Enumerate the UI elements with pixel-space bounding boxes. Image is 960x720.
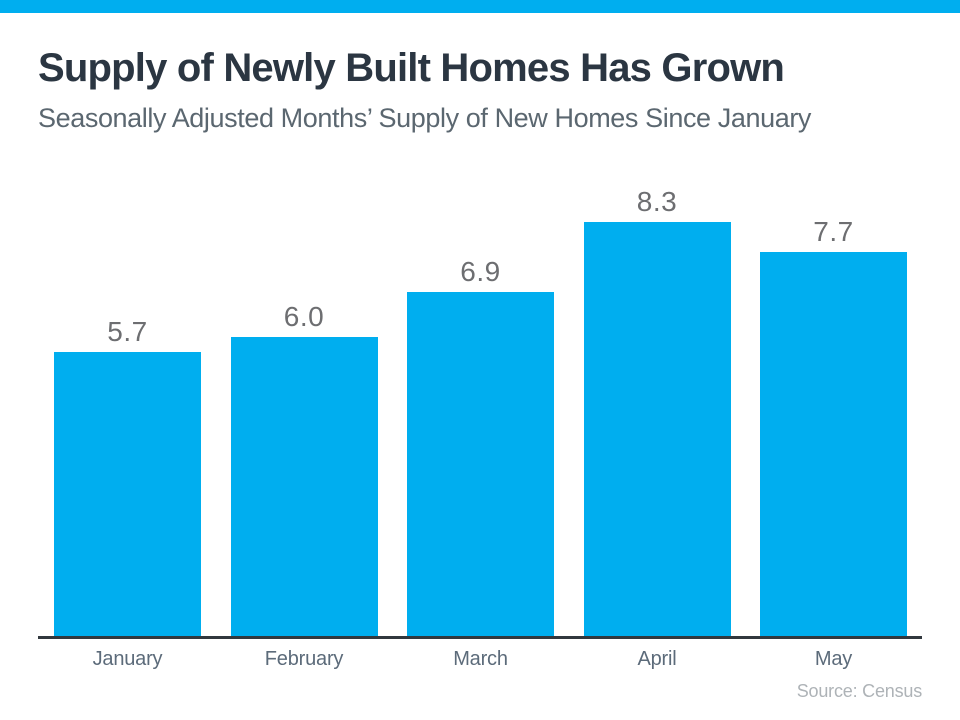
bar-column: 6.9	[407, 258, 554, 637]
chart-subtitle: Seasonally Adjusted Months’ Supply of Ne…	[38, 103, 812, 133]
bar	[54, 352, 201, 637]
source-attribution: Source: Census	[796, 681, 922, 701]
top-accent-bar	[0, 0, 960, 13]
x-axis-tick-label: May	[814, 648, 853, 670]
chart-header: Supply of Newly Built Homes Has Grown Se…	[38, 46, 922, 134]
bar	[407, 292, 554, 637]
bar	[583, 222, 731, 637]
bar	[760, 252, 907, 637]
x-axis-tick-label: February	[264, 648, 344, 670]
bar-column: 7.7	[760, 218, 907, 637]
bar-value-label: 7.7	[813, 216, 854, 247]
chart-title: Supply of Newly Built Homes Has Grown	[38, 46, 785, 90]
x-axis-line	[38, 636, 922, 639]
x-axis-tick-label: March	[453, 648, 508, 670]
bar-value-label: 5.7	[107, 316, 148, 347]
x-axis-labels: January February March April May	[54, 648, 907, 671]
bar-column: 6.0	[230, 301, 378, 637]
bar	[230, 337, 378, 637]
x-axis-tick-label: April	[637, 648, 677, 670]
bar-value-label: 8.3	[636, 186, 678, 217]
x-axis-tick-label: January	[92, 648, 163, 670]
bar-column: 5.7	[54, 318, 201, 637]
bar-column: 8.3	[583, 186, 731, 637]
bars-row: 5.7 6.0 6.9 8.3 7.7	[54, 188, 907, 637]
bar-value-label: 6.0	[283, 301, 325, 332]
bar-value-label: 6.9	[460, 256, 501, 287]
